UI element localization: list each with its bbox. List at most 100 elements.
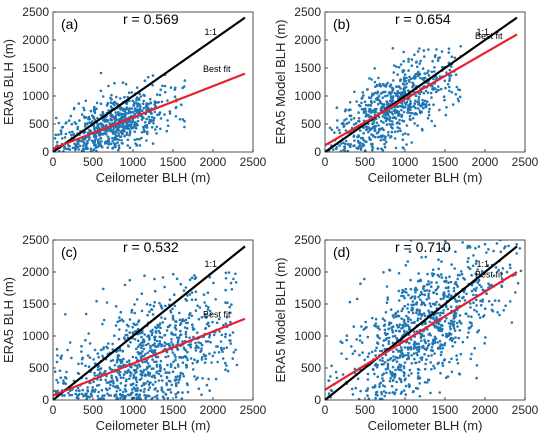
scatter-point: [439, 87, 443, 91]
scatter-point: [505, 270, 509, 274]
scatter-point: [380, 363, 384, 366]
scatter-point: [93, 348, 97, 352]
scatter-point: [420, 104, 423, 108]
scatter-point: [370, 350, 374, 354]
scatter-point: [417, 102, 421, 106]
scatter-point: [475, 304, 478, 307]
scatter-point: [151, 313, 155, 316]
scatter-point: [174, 393, 177, 396]
scatter-point: [405, 100, 409, 104]
scatter-point: [416, 353, 419, 357]
scatter-point: [398, 356, 402, 359]
scatter-point: [410, 321, 414, 325]
scatter-point: [207, 321, 210, 325]
scatter-point: [408, 114, 412, 118]
scatter-point: [120, 318, 124, 321]
scatter-point: [146, 313, 149, 317]
scatter-point: [448, 89, 451, 93]
scatter-point: [440, 344, 444, 347]
scatter-point: [341, 373, 345, 376]
scatter-point: [173, 366, 177, 370]
scatter-point: [406, 133, 410, 136]
scatter-point: [480, 285, 483, 289]
scatter-point: [376, 102, 380, 106]
scatter-point: [64, 122, 67, 125]
scatter-point: [93, 390, 96, 393]
scatter-point: [423, 303, 427, 307]
scatter-point: [412, 105, 415, 108]
scatter-point: [380, 105, 384, 109]
scatter-point: [185, 299, 188, 302]
scatter-point: [443, 319, 447, 323]
scatter-point: [169, 363, 173, 366]
scatter-point: [172, 360, 175, 364]
scatter-point: [56, 354, 59, 357]
scatter-point: [387, 340, 391, 343]
scatter-point: [158, 331, 162, 335]
scatter-point: [229, 320, 232, 324]
scatter-point: [92, 107, 96, 111]
scatter-point: [467, 315, 470, 318]
scatter-point: [389, 321, 393, 325]
scatter-point: [427, 282, 431, 286]
scatter-point: [184, 330, 188, 334]
scatter-point: [451, 320, 454, 324]
scatter-point: [186, 358, 189, 362]
scatter-point: [433, 335, 437, 339]
scatter-point: [403, 372, 406, 375]
scatter-point: [173, 304, 177, 308]
scatter-point: [426, 100, 429, 103]
scatter-point: [135, 111, 139, 114]
scatter-point: [402, 365, 406, 368]
scatter-point: [437, 258, 440, 262]
scatter-point: [59, 130, 63, 133]
scatter-point: [70, 133, 73, 137]
scatter-point: [408, 341, 411, 345]
scatter-point: [356, 139, 360, 143]
scatter-point: [450, 91, 454, 94]
x-tick-label: 2500: [240, 155, 267, 169]
scatter-point: [155, 394, 159, 397]
scatter-point: [380, 391, 383, 394]
scatter-point: [193, 375, 196, 378]
scatter-point: [404, 264, 408, 267]
x-tick-label: 2000: [200, 155, 227, 169]
scatter-point: [447, 51, 451, 54]
scatter-point: [185, 366, 188, 369]
scatter-point: [90, 139, 94, 142]
scatter-point: [469, 306, 472, 309]
scatter-point: [200, 347, 203, 350]
scatter-point: [358, 104, 362, 108]
scatter-point: [378, 328, 381, 331]
scatter-point: [123, 283, 127, 287]
scatter-point: [108, 127, 112, 131]
scatter-point: [168, 298, 172, 301]
scatter-point: [169, 391, 173, 394]
scatter-point: [421, 98, 424, 102]
scatter-point: [379, 349, 382, 353]
scatter-point: [55, 360, 59, 364]
y-tick-label: 500: [29, 361, 49, 375]
scatter-point: [111, 114, 114, 118]
scatter-point: [462, 290, 466, 294]
scatter-point: [163, 84, 167, 88]
scatter-point: [120, 118, 124, 121]
scatter-point: [197, 387, 201, 391]
scatter-point: [128, 146, 132, 149]
scatter-point: [88, 356, 92, 359]
scatter-point: [155, 363, 159, 367]
scatter-point: [376, 96, 379, 100]
scatter-point: [168, 344, 171, 348]
scatter-point: [129, 365, 132, 369]
scatter-point: [98, 141, 101, 144]
scatter-point: [398, 329, 402, 333]
scatter-point: [179, 329, 182, 333]
scatter-point: [440, 260, 443, 263]
scatter-point: [448, 275, 451, 279]
scatter-point: [423, 347, 427, 351]
scatter-point: [76, 127, 79, 131]
scatter-point: [413, 295, 417, 298]
scatter-point: [128, 331, 131, 334]
scatter-point: [362, 126, 366, 129]
scatter-point: [439, 329, 442, 333]
